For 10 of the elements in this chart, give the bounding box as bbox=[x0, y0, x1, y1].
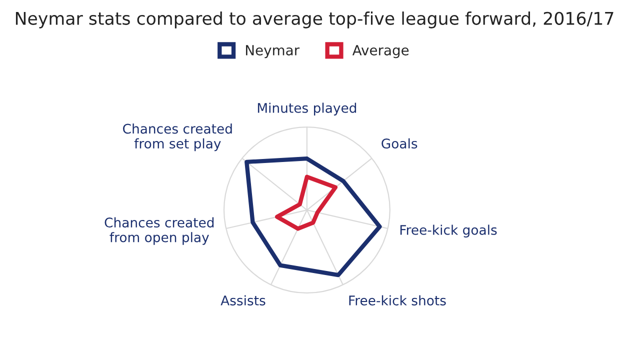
chart-title: Neymar stats compared to average top-five league forward, 2016/17 bbox=[16, 12, 614, 28]
spoke-label: Chances created from set play bbox=[123, 124, 232, 152]
legend-label: Average bbox=[352, 45, 409, 58]
spoke-label: Free-kick goals bbox=[400, 224, 497, 238]
spoke-label: Goals bbox=[382, 138, 418, 149]
spoke-label: Free-kick shots bbox=[349, 295, 446, 306]
spoke-label: Assists bbox=[220, 295, 266, 306]
spoke-label: Chances created from open play bbox=[104, 217, 214, 245]
spoke-label: Minutes played bbox=[258, 102, 356, 116]
legend-label: Neymar bbox=[246, 45, 300, 58]
